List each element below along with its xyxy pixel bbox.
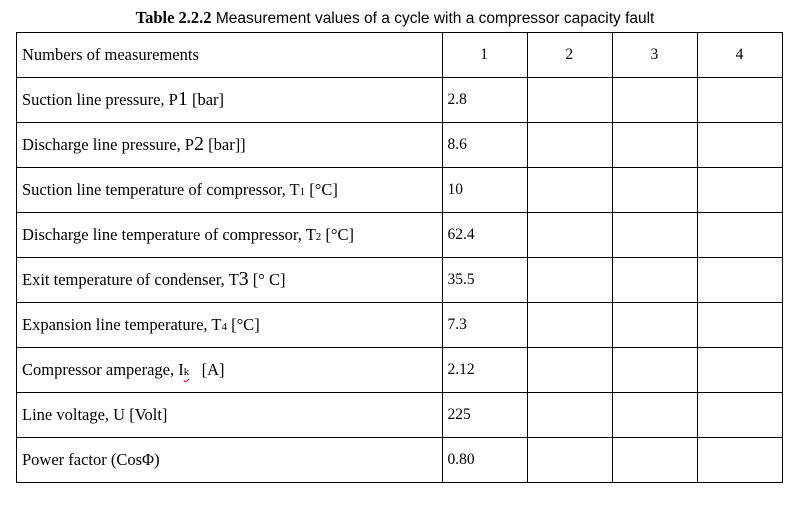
- table-number: Table 2.2.2: [135, 8, 212, 27]
- value-cell-1: 8.6: [441, 122, 528, 168]
- header-label-cell: Numbers of measurements: [16, 32, 443, 78]
- value-cell-1: 2.8: [441, 77, 528, 123]
- value-cell-2: [526, 347, 613, 393]
- table-row-condenser-exit-temperature: Exit temperature of condenser, T3 [° C] …: [16, 257, 784, 303]
- header-column-2: 2: [526, 32, 613, 78]
- value-cell-4: [696, 212, 784, 258]
- value-cell-1: 225: [441, 392, 528, 438]
- row-label: Discharge line temperature of compressor…: [16, 212, 443, 258]
- value-cell-4: [696, 302, 784, 348]
- table-caption: Table 2.2.2 Measurement values of a cycl…: [0, 8, 790, 29]
- value-cell-4: [696, 347, 784, 393]
- header-column-4: 4: [696, 32, 784, 78]
- table-header-row: Numbers of measurements 1 2 3 4: [16, 32, 784, 78]
- table-row-suction-pressure: Suction line pressure, P1 [bar] 2.8: [16, 77, 784, 123]
- value-cell-3: [611, 167, 698, 213]
- value-cell-2: [526, 257, 613, 303]
- value-cell-3: [611, 437, 698, 483]
- table-row-discharge-pressure: Discharge line pressure, P2 [bar]] 8.6: [16, 122, 784, 168]
- value-cell-4: [696, 77, 784, 123]
- value-cell-3: [611, 212, 698, 258]
- value-cell-3: [611, 77, 698, 123]
- row-label: Suction line temperature of compressor, …: [16, 167, 443, 213]
- value-cell-2: [526, 167, 613, 213]
- value-cell-2: [526, 212, 613, 258]
- value-cell-2: [526, 302, 613, 348]
- value-cell-1: 2.12: [441, 347, 528, 393]
- header-column-3: 3: [611, 32, 698, 78]
- row-label: Compressor amperage, Ik [A]: [16, 347, 443, 393]
- value-cell-2: [526, 392, 613, 438]
- value-cell-3: [611, 392, 698, 438]
- value-cell-2: [526, 122, 613, 168]
- header-column-1: 1: [441, 32, 528, 78]
- value-cell-3: [611, 302, 698, 348]
- value-cell-4: [696, 257, 784, 303]
- value-cell-1: 7.3: [441, 302, 528, 348]
- table-title: Measurement values of a cycle with a com…: [211, 10, 655, 27]
- value-cell-3: [611, 347, 698, 393]
- measurement-table: Numbers of measurements 1 2 3 4 Suction …: [16, 32, 784, 483]
- table-row-line-voltage: Line voltage, U [Volt] 225: [16, 392, 784, 438]
- value-cell-4: [696, 167, 784, 213]
- table-row-discharge-temperature: Discharge line temperature of compressor…: [16, 212, 784, 258]
- value-cell-3: [611, 257, 698, 303]
- row-label: Expansion line temperature, T4 [°C]: [16, 302, 443, 348]
- row-label: Discharge line pressure, P2 [bar]]: [16, 122, 443, 168]
- row-label: Power factor (CosΦ): [16, 437, 443, 483]
- table-row-expansion-temperature: Expansion line temperature, T4 [°C] 7.3: [16, 302, 784, 348]
- value-cell-2: [526, 437, 613, 483]
- value-cell-3: [611, 122, 698, 168]
- value-cell-1: 62.4: [441, 212, 528, 258]
- value-cell-1: 10: [441, 167, 528, 213]
- row-label: Suction line pressure, P1 [bar]: [16, 77, 443, 123]
- value-cell-2: [526, 77, 613, 123]
- table-row-suction-temperature: Suction line temperature of compressor, …: [16, 167, 784, 213]
- row-label: Exit temperature of condenser, T3 [° C]: [16, 257, 443, 303]
- value-cell-4: [696, 437, 784, 483]
- table-row-power-factor: Power factor (CosΦ) 0.80: [16, 437, 784, 483]
- value-cell-4: [696, 392, 784, 438]
- value-cell-1: 0.80: [441, 437, 528, 483]
- row-label: Line voltage, U [Volt]: [16, 392, 443, 438]
- value-cell-4: [696, 122, 784, 168]
- value-cell-1: 35.5: [441, 257, 528, 303]
- table-row-compressor-amperage: Compressor amperage, Ik [A] 2.12: [16, 347, 784, 393]
